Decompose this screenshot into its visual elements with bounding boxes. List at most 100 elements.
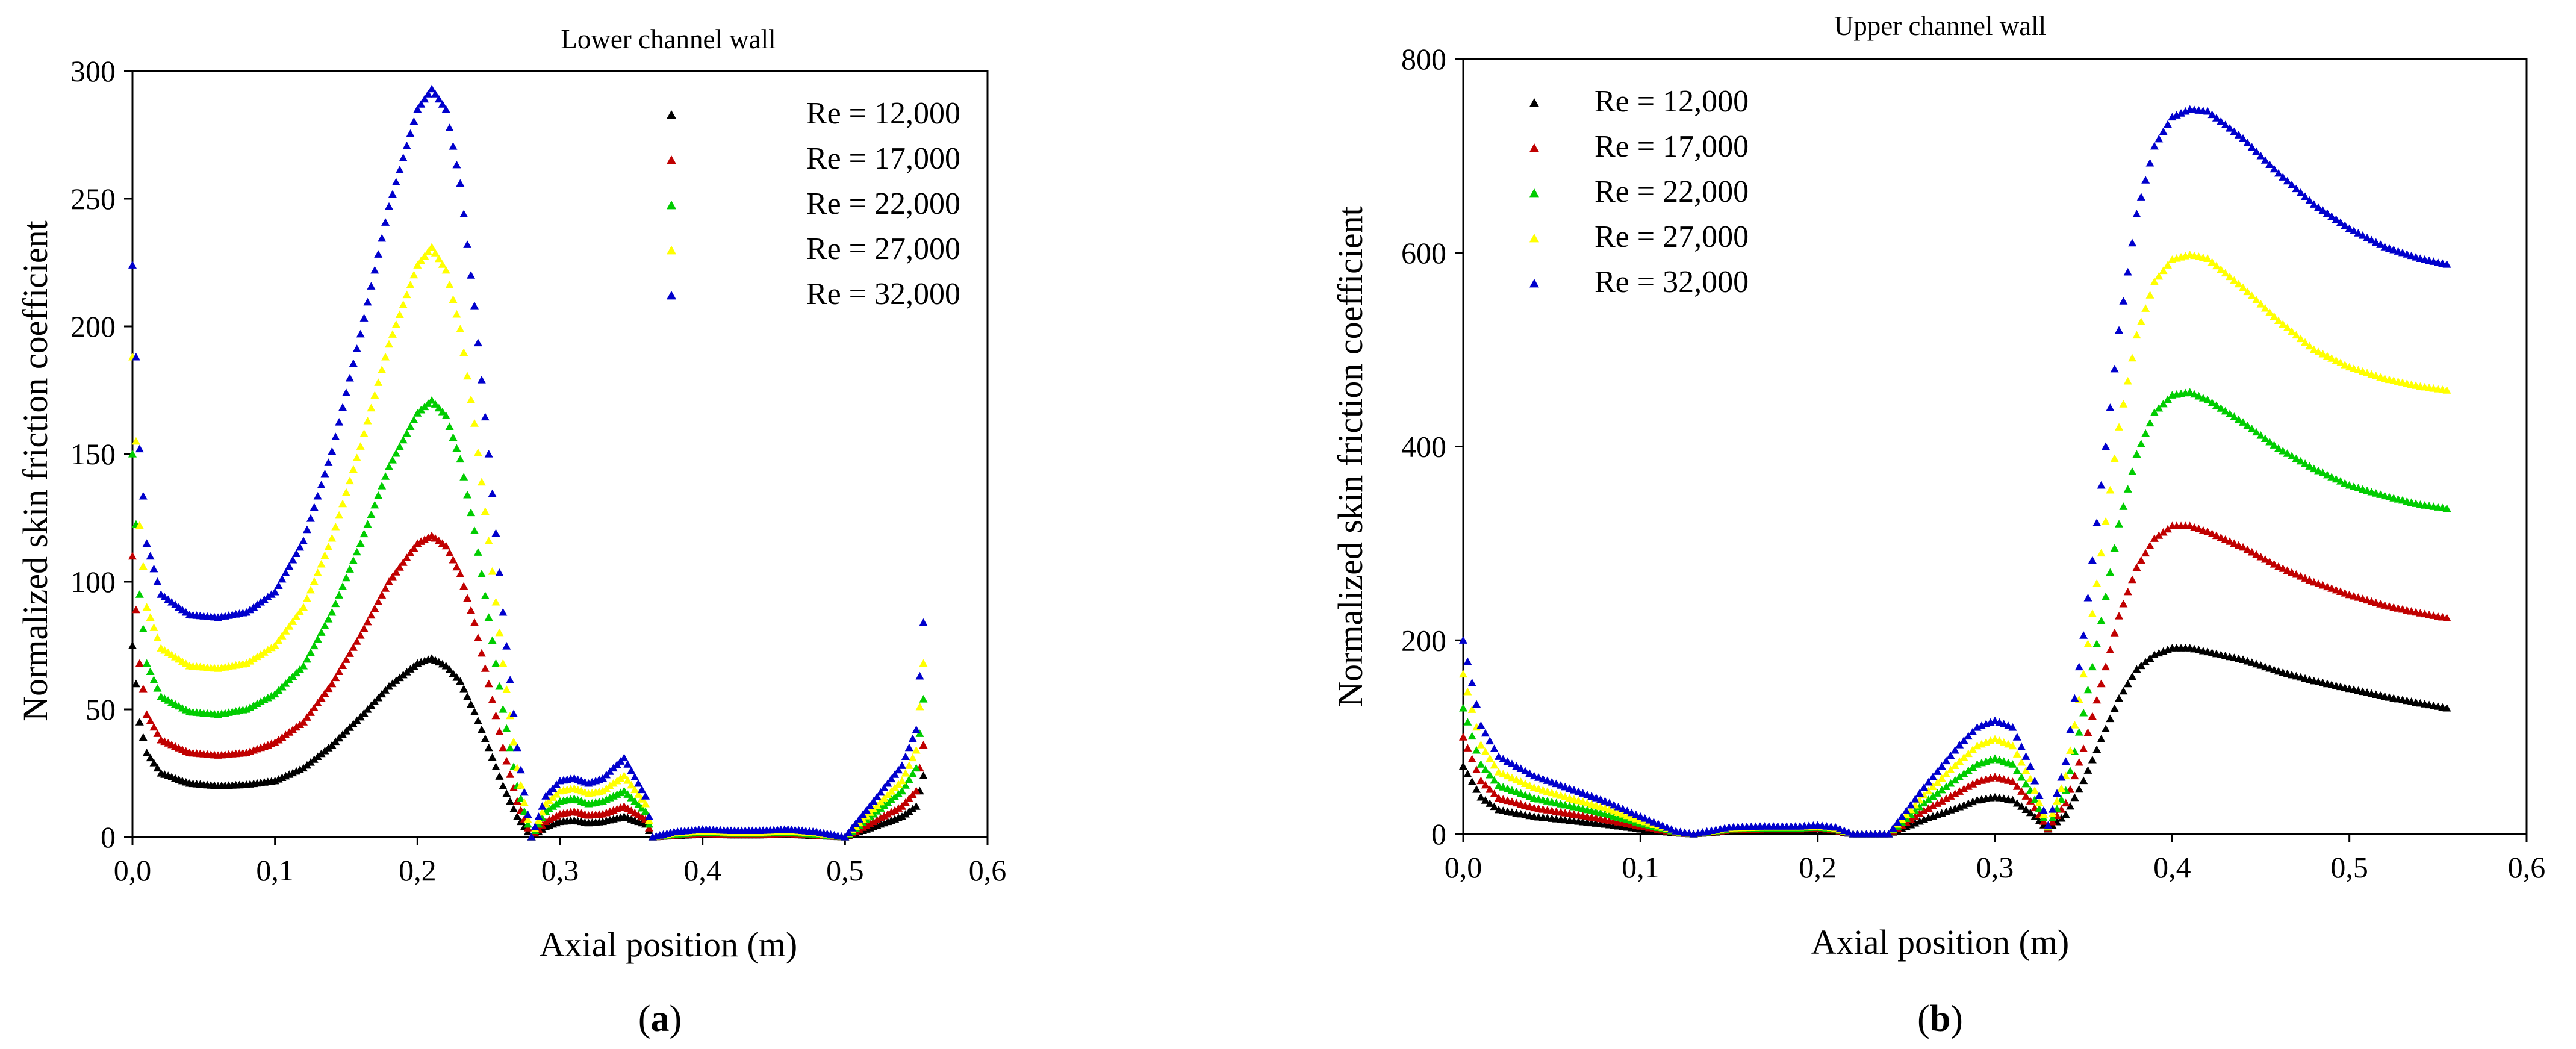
data-point	[488, 489, 497, 497]
data-point	[135, 718, 144, 726]
data-point	[1964, 766, 1973, 774]
data-point	[1548, 777, 1557, 786]
y-tick-label: 600	[1401, 236, 1446, 270]
data-point	[313, 635, 322, 643]
data-point	[1942, 782, 1951, 790]
data-point	[1574, 787, 1583, 795]
data-point	[138, 733, 148, 741]
data-point	[1561, 782, 1570, 791]
data-point	[388, 456, 397, 464]
data-point	[1525, 769, 1534, 777]
data-point	[2008, 777, 2017, 785]
panel-label: (b)	[1917, 998, 1963, 1039]
data-point	[2283, 449, 2292, 457]
data-point	[428, 396, 436, 404]
x-tick-label: 0,6	[2508, 850, 2546, 884]
data-point	[499, 743, 508, 752]
data-point	[523, 815, 532, 823]
data-point	[381, 584, 390, 592]
data-point	[310, 577, 319, 585]
data-point	[1476, 776, 1486, 785]
data-point	[2203, 528, 2212, 535]
data-point	[456, 570, 465, 577]
data-point	[898, 761, 906, 769]
data-point	[2332, 215, 2341, 223]
data-point	[320, 469, 329, 478]
data-point	[2288, 181, 2297, 188]
data-point	[138, 562, 148, 570]
data-point	[2283, 566, 2292, 574]
data-point	[1587, 792, 1596, 800]
data-point	[1946, 792, 1955, 800]
data-point	[2279, 320, 2288, 328]
data-point	[898, 802, 906, 810]
data-point	[431, 90, 440, 98]
data-point	[2230, 539, 2239, 547]
data-point	[509, 738, 518, 746]
data-point	[484, 613, 493, 621]
data-point	[402, 553, 411, 561]
data-point	[1459, 703, 1467, 712]
data-point	[370, 266, 379, 274]
data-point	[1512, 762, 1521, 770]
data-point	[2115, 520, 2124, 528]
data-point	[356, 712, 365, 721]
data-point	[417, 256, 426, 264]
data-point	[2265, 437, 2274, 446]
data-point	[2168, 113, 2177, 121]
data-point	[1521, 791, 1530, 798]
data-point	[520, 788, 529, 796]
data-point	[2115, 423, 2124, 431]
data-point	[1476, 721, 1486, 729]
data-point	[274, 735, 283, 744]
data-point	[2256, 552, 2265, 561]
data-point	[2088, 556, 2097, 564]
data-point	[246, 656, 255, 665]
data-point	[270, 587, 279, 596]
data-point	[1481, 729, 1490, 737]
data-point	[541, 817, 550, 826]
data-point	[1902, 806, 1911, 814]
data-point	[1605, 805, 1614, 813]
data-point	[1565, 784, 1574, 792]
data-point	[359, 429, 369, 437]
data-point	[2128, 467, 2137, 475]
data-point	[904, 743, 913, 752]
data-point	[378, 482, 387, 490]
data-point	[338, 661, 347, 669]
data-point	[306, 648, 315, 656]
data-point	[399, 558, 408, 566]
data-point	[2296, 334, 2305, 343]
data-point	[149, 723, 158, 731]
data-point	[1968, 746, 1977, 753]
data-point	[142, 710, 151, 718]
chart-title: Lower channel wall	[561, 24, 776, 54]
data-point	[2185, 388, 2194, 396]
data-point	[1476, 760, 1486, 768]
data-point	[1924, 804, 1933, 812]
data-point	[257, 697, 265, 705]
data-point	[549, 784, 558, 792]
data-point	[644, 816, 653, 824]
y-tick-label: 100	[70, 565, 116, 599]
data-point	[2074, 728, 2083, 736]
data-point	[1463, 744, 1472, 752]
data-point	[1663, 823, 1672, 831]
data-point	[142, 659, 151, 667]
data-point	[441, 266, 450, 274]
data-point	[620, 786, 629, 795]
data-point	[135, 659, 144, 667]
plot-area: 0,0 0,1 0,2 0,3 0,4 0,5 0,6 0 50 100 150 200 250 300 R…	[70, 54, 1006, 887]
data-point	[391, 568, 400, 576]
data-point	[2035, 798, 2044, 806]
data-point	[1459, 670, 1467, 678]
data-point	[449, 555, 458, 564]
data-point	[901, 798, 910, 806]
data-point	[506, 676, 515, 683]
data-point	[288, 725, 297, 733]
data-point	[452, 673, 461, 681]
data-point	[2150, 534, 2159, 542]
data-point	[1955, 740, 1964, 749]
data-point	[385, 462, 393, 470]
x-axis-label: Axial position (m)	[1811, 923, 2070, 962]
